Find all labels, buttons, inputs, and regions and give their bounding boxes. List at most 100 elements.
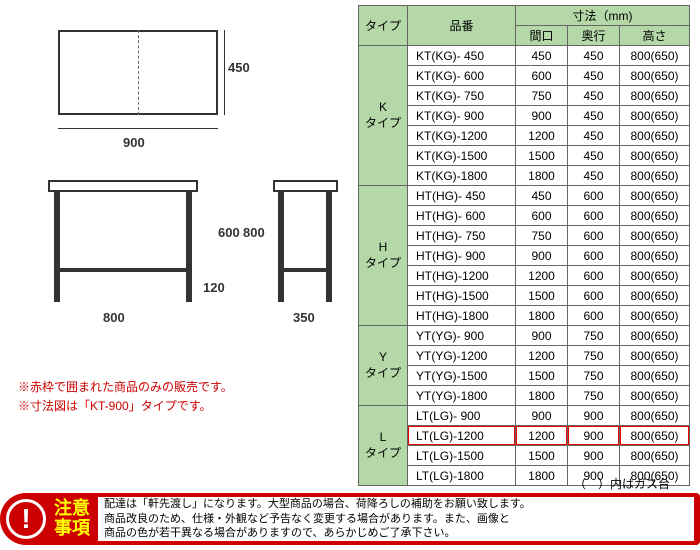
cell-code: YT(YG)-1200 (408, 346, 516, 366)
cell-height: 800(650) (620, 146, 690, 166)
cell-code: LT(LG)-1800 (408, 466, 516, 486)
cell-depth: 750 (568, 366, 620, 386)
cell-code: KT(KG)- 600 (408, 66, 516, 86)
cell-depth: 750 (568, 326, 620, 346)
cell-width: 1800 (516, 386, 568, 406)
cell-code: KT(KG)-1500 (408, 146, 516, 166)
cell-height: 800(650) (620, 366, 690, 386)
cell-width: 600 (516, 206, 568, 226)
type-label: Hタイプ (358, 186, 407, 326)
cell-depth: 900 (568, 406, 620, 426)
table-row: LタイプLT(LG)- 900900900800(650) (358, 406, 689, 426)
cell-code: HT(HG)- 900 (408, 246, 516, 266)
th-code: 品番 (408, 6, 516, 46)
cell-code: KT(KG)-1800 (408, 166, 516, 186)
table-row: KタイプKT(KG)- 450450450800(650) (358, 46, 689, 66)
cell-width: 1200 (516, 266, 568, 286)
dimension-diagram: 450 900 800 600 800 120 350 (18, 10, 338, 360)
cell-depth: 600 (568, 306, 620, 326)
cell-code: YT(YG)-1500 (408, 366, 516, 386)
warning-title: 注意 事項 (54, 499, 90, 539)
cell-height: 800(650) (620, 326, 690, 346)
note-1: ※赤枠で囲まれた商品のみの販売です。 (18, 378, 233, 397)
cell-depth: 450 (568, 126, 620, 146)
th-width: 間口 (516, 26, 568, 46)
cell-code: HT(HG)- 450 (408, 186, 516, 206)
table-row: KT(KG)-12001200450800(650) (358, 126, 689, 146)
table-row: HT(HG)-18001800600800(650) (358, 306, 689, 326)
cell-depth: 450 (568, 86, 620, 106)
table-row: HT(HG)-12001200600800(650) (358, 266, 689, 286)
cell-height: 800(650) (620, 46, 690, 66)
type-label: Yタイプ (358, 326, 407, 406)
table-row: LT(LG)-15001500900800(650) (358, 446, 689, 466)
cell-depth: 450 (568, 106, 620, 126)
cell-width: 1200 (516, 346, 568, 366)
table-row: KT(KG)- 750750450800(650) (358, 86, 689, 106)
note-2: ※寸法図は「KT-900」タイプです。 (18, 397, 233, 416)
cell-depth: 750 (568, 346, 620, 366)
cell-width: 450 (516, 186, 568, 206)
notes-block: ※赤枠で囲まれた商品のみの販売です。 ※寸法図は「KT-900」タイプです。 (18, 378, 233, 416)
th-dims: 寸法（mm) (516, 6, 690, 26)
cell-height: 800(650) (620, 86, 690, 106)
dim-side-leg: 120 (203, 280, 225, 295)
cell-width: 900 (516, 326, 568, 346)
warning-icon: ! (6, 499, 46, 539)
cell-height: 800(650) (620, 226, 690, 246)
cell-height: 800(650) (620, 286, 690, 306)
dim-top-width: 900 (123, 135, 145, 150)
cell-width: 600 (516, 66, 568, 86)
cell-width: 450 (516, 46, 568, 66)
cell-code: KT(KG)-1200 (408, 126, 516, 146)
cell-code: KT(KG)- 450 (408, 46, 516, 66)
cell-height: 800(650) (620, 426, 690, 446)
cell-width: 750 (516, 86, 568, 106)
cell-width: 1500 (516, 146, 568, 166)
cell-width: 1200 (516, 126, 568, 146)
table-row: KT(KG)- 900900450800(650) (358, 106, 689, 126)
cell-depth: 900 (568, 446, 620, 466)
cell-width: 1500 (516, 366, 568, 386)
cell-depth: 450 (568, 166, 620, 186)
table-row: HT(HG)-15001500600800(650) (358, 286, 689, 306)
spec-table: タイプ 品番 寸法（mm) 間口 奥行 高さ KタイプKT(KG)- 45045… (358, 5, 690, 486)
cell-width: 1800 (516, 466, 568, 486)
cell-height: 800(650) (620, 386, 690, 406)
cell-depth: 600 (568, 206, 620, 226)
th-height: 高さ (620, 26, 690, 46)
table-row: LT(LG)-12001200900800(650) (358, 426, 689, 446)
table-row: YT(YG)-18001800750800(650) (358, 386, 689, 406)
table-row: YT(YG)-12001200750800(650) (358, 346, 689, 366)
cell-width: 750 (516, 226, 568, 246)
cell-depth: 600 (568, 266, 620, 286)
cell-height: 800(650) (620, 246, 690, 266)
cell-depth: 450 (568, 146, 620, 166)
cell-code: LT(LG)-1500 (408, 446, 516, 466)
cell-code: HT(HG)- 600 (408, 206, 516, 226)
cell-code: KT(KG)- 750 (408, 86, 516, 106)
cell-width: 1500 (516, 286, 568, 306)
cell-depth: 600 (568, 226, 620, 246)
cell-width: 1500 (516, 446, 568, 466)
cell-height: 800(650) (620, 166, 690, 186)
cell-code: KT(KG)- 900 (408, 106, 516, 126)
cell-height: 800(650) (620, 406, 690, 426)
table-row: HT(HG)- 900900600800(650) (358, 246, 689, 266)
table-row: HT(HG)- 600600600800(650) (358, 206, 689, 226)
cell-code: HT(HG)- 750 (408, 226, 516, 246)
cell-height: 800(650) (620, 126, 690, 146)
cell-code: HT(HG)-1500 (408, 286, 516, 306)
warning-bar: ! 注意 事項 配達は「軒先渡し」になります。大型商品の場合、荷降ろしの補助をお… (0, 493, 700, 545)
dim-side-h2: 800 (243, 225, 265, 240)
table-row: KT(KG)- 600600450800(650) (358, 66, 689, 86)
table-row: KT(KG)-18001800450800(650) (358, 166, 689, 186)
cell-depth: 600 (568, 246, 620, 266)
dim-side-width: 800 (103, 310, 125, 325)
dim-side-depth: 350 (293, 310, 315, 325)
cell-height: 800(650) (620, 66, 690, 86)
cell-depth: 900 (568, 426, 620, 446)
table-row: YタイプYT(YG)- 900900750800(650) (358, 326, 689, 346)
dim-top-depth: 450 (228, 60, 250, 75)
cell-width: 900 (516, 406, 568, 426)
